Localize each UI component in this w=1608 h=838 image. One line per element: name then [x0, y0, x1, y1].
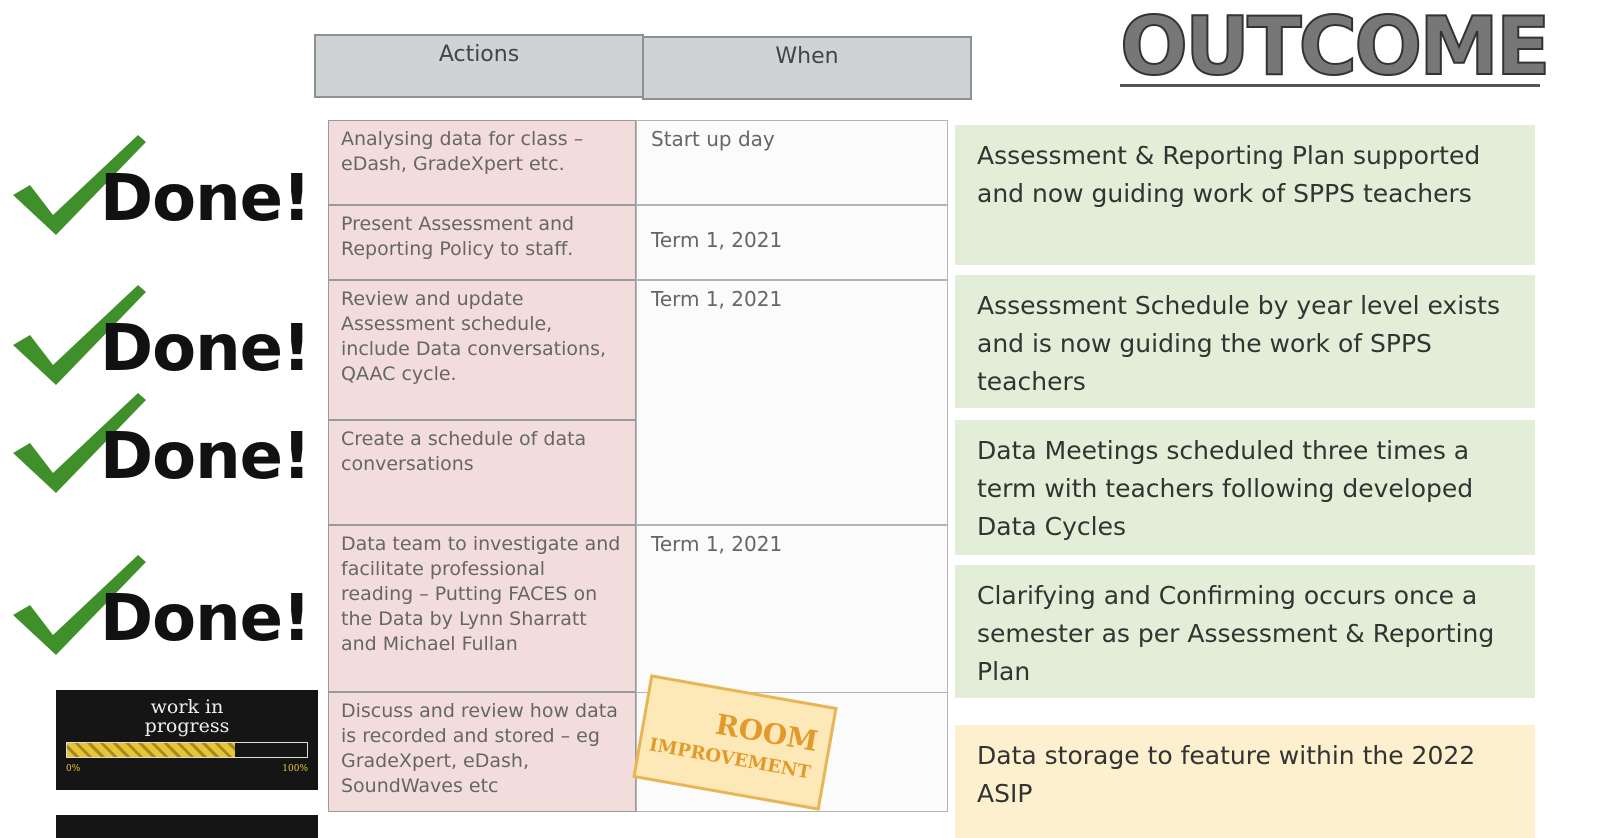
check-shape [13, 555, 146, 655]
progress-fill [67, 743, 235, 757]
when-cell: Term 1, 2021 [636, 205, 948, 280]
outcome-box: Assessment Schedule by year level exists… [955, 275, 1535, 408]
action-cell: Analysing data for class – eDash, GradeX… [328, 120, 636, 205]
done-label: Done! [100, 312, 311, 386]
outcome-title: OUTCOME [1119, 0, 1552, 94]
done-label: Done! [100, 420, 311, 494]
when-cell: Term 1, 2021 [636, 280, 948, 525]
title-underline [1120, 84, 1540, 87]
action-cell: Data team to investigate and facilitate … [328, 525, 636, 692]
check-mark [13, 555, 146, 655]
outcome-box: Assessment & Reporting Plan supported an… [955, 125, 1535, 265]
done-label: Done! [100, 162, 311, 236]
check-mark [13, 393, 146, 493]
progress-bar [66, 742, 308, 758]
action-cell: Create a schedule of data conversations [328, 420, 636, 525]
outcome-box: Clarifying and Confirming occurs once a … [955, 565, 1535, 698]
check-shape [13, 393, 146, 493]
wip-label: work in progress [144, 696, 230, 737]
outcome-box: Data Meetings scheduled three times a te… [955, 420, 1535, 555]
work-in-progress: work in progress 0% 100% [56, 690, 318, 790]
check-mark [13, 135, 146, 235]
action-cell: Review and update Assessment schedule, i… [328, 280, 636, 420]
second-badge [56, 815, 318, 838]
header-actions: Actions [314, 34, 644, 98]
action-cell: Discuss and review how data is recorded … [328, 692, 636, 812]
scale-min: 0% [66, 764, 81, 774]
header-when: When [642, 36, 972, 100]
scale-max: 100% [282, 764, 308, 774]
outcome-box: Data storage to feature within the 2022 … [955, 725, 1535, 838]
check-shape [13, 285, 146, 385]
check-mark [13, 285, 146, 385]
check-shape [13, 135, 146, 235]
action-cell: Present Assessment and Reporting Policy … [328, 205, 636, 280]
when-cell: Start up day [636, 120, 948, 205]
progress-scale: 0% 100% [66, 760, 308, 779]
done-label: Done! [100, 582, 311, 656]
